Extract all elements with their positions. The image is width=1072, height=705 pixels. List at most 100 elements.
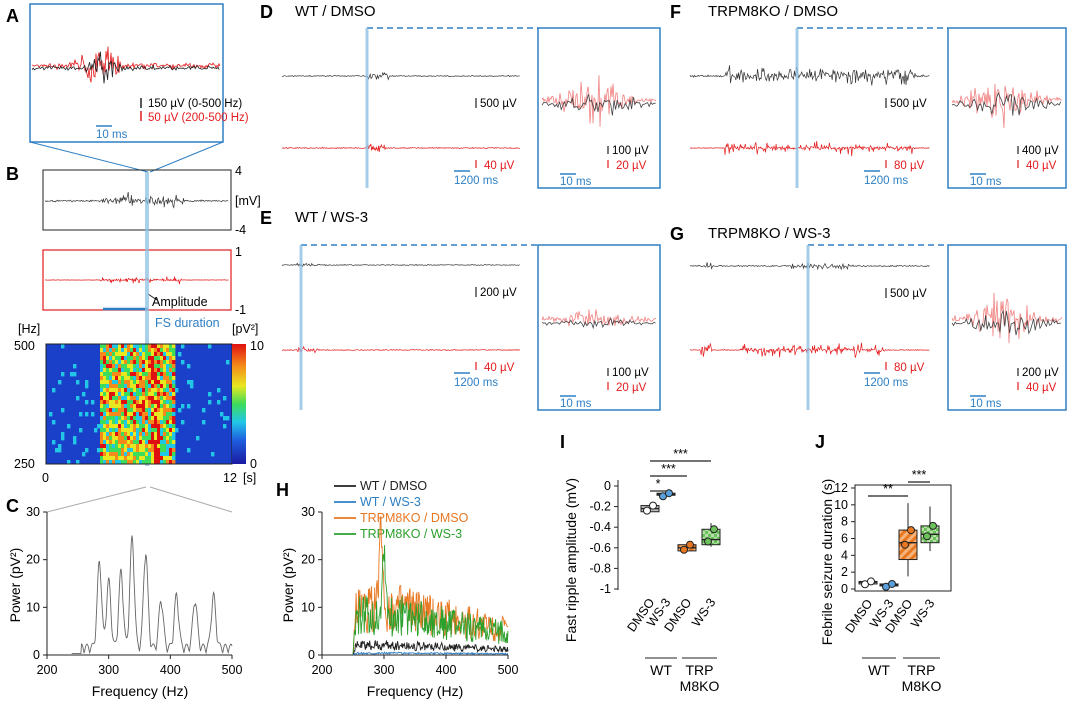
spectrogram: [Hz] 500 250 0 12 [s] [pV²] 10 0 [14, 322, 264, 513]
panel-c-spectrum-line [71, 535, 233, 655]
panel-a-scale-red: 50 µV (200-500 Hz) [148, 112, 249, 124]
spectrogram-cell [127, 444, 131, 449]
spectrogram-cell [172, 396, 176, 401]
spectrogram-cell [115, 380, 119, 385]
spectrogram-cell [67, 424, 71, 429]
spectrogram-cell [136, 372, 140, 377]
spectrogram-xtick-12: 12 [223, 471, 237, 485]
spectrogram-cell [136, 424, 140, 429]
spectrogram-cell [169, 436, 173, 441]
spectrogram-cell [112, 408, 116, 413]
spectrogram-cell [118, 404, 122, 409]
spectrogram-cell [112, 404, 116, 409]
panelI-sig-label: *** [661, 462, 676, 476]
spectrogram-cell [121, 404, 125, 409]
spectrogram-cell [130, 452, 134, 457]
spectrogram-cell [145, 368, 149, 373]
spectrogram-cell [157, 360, 161, 365]
spectrogram-cell [166, 424, 170, 429]
panelG-title: TRPM8KO / WS-3 [708, 225, 831, 242]
spectrogram-cell [109, 424, 113, 429]
panelD-title: WT / DMSO [295, 3, 376, 20]
spectrogram-cell [103, 440, 107, 445]
trace-panels: D WT / DMSO 500 µV 40 µV 1200 ms 100 µV 20 µV 1… [260, 2, 1067, 411]
spectrogram-cell [133, 348, 137, 353]
spectrogram-cell [106, 428, 110, 433]
spectrogram-cell [121, 408, 125, 413]
spectrogram-cell [106, 380, 110, 385]
spectrogram-cell [118, 412, 122, 417]
spectrogram-cell [157, 348, 161, 353]
panelI-point [665, 489, 673, 498]
spectrogram-cell [106, 436, 110, 441]
spectrogram-cell [139, 392, 143, 397]
panel-b-tick-bottom: -4 [235, 223, 246, 237]
spectrogram-cell [169, 368, 173, 373]
spectrogram-cell [169, 428, 173, 433]
panelJ-group-wt: WT [868, 662, 890, 678]
spectrogram-cell [163, 364, 167, 369]
spectrogram-cell [160, 368, 164, 373]
spectrogram-cell [151, 408, 155, 413]
spectrogram-cell [148, 460, 152, 465]
spectrogram-cell [109, 428, 113, 433]
spectrogram-cell [139, 396, 143, 401]
panelJ-ytick: 12 [834, 481, 848, 495]
spectrogram-cell [115, 360, 119, 365]
spectrogram-cell [163, 456, 167, 461]
spectrogram-cell [154, 364, 158, 369]
spectrogram-cell [139, 376, 143, 381]
panel-j-label: J [815, 432, 825, 452]
spectrogram-cell [136, 392, 140, 397]
spectrogram-cell [100, 428, 104, 433]
spectrogram-cell [103, 444, 107, 449]
spectrogram-cell [124, 344, 128, 349]
spectrogram-cell [157, 456, 161, 461]
spectrogram-cell [106, 452, 110, 457]
spectrogram-cell [151, 380, 155, 385]
spectrogram-cell [103, 372, 107, 377]
spectrogram-cell [118, 428, 122, 433]
spectrogram-cell [157, 376, 161, 381]
spectrogram-cell [124, 436, 128, 441]
spectrogram-cell [121, 440, 125, 445]
spectrogram-cell [148, 364, 152, 369]
spectrogram-cell [124, 440, 128, 445]
spectrogram-cell [109, 396, 113, 401]
spectrogram-cell [163, 368, 167, 373]
spectrogram-cell [163, 444, 167, 449]
panelF-title: TRPM8KO / DMSO [708, 3, 838, 20]
spectrogram-cell [97, 424, 101, 429]
spectrogram-cell [133, 392, 137, 397]
spectrogram-cell [136, 400, 140, 405]
spectrogram-cell [157, 356, 161, 361]
spectrogram-cell [157, 416, 161, 421]
spectrogram-cell [148, 452, 152, 457]
spectrogram-cell [112, 448, 116, 453]
spectrogram-cell [169, 412, 173, 417]
panelI-group-wt: WT [650, 662, 672, 678]
spectrogram-cell [118, 360, 122, 365]
spectrogram-cell [202, 420, 206, 425]
panelE-scale-red: 40 µV [484, 362, 515, 374]
spectrogram-cell [106, 420, 110, 425]
spectrogram-cell [169, 404, 173, 409]
spectrogram-cell [154, 376, 158, 381]
spectrogram-cell [109, 372, 113, 377]
spectrogram-cell [115, 444, 119, 449]
spectrogram-cell [166, 452, 170, 457]
spectrogram-cell [115, 392, 119, 397]
panelD-inset-red: 20 µV [616, 160, 647, 172]
spectrogram-xunit: [s] [243, 471, 256, 485]
spectrogram-cell [157, 344, 161, 349]
spectrogram-cell [142, 348, 146, 353]
spectrogram-cell [154, 368, 158, 373]
spectrogram-cell [136, 348, 140, 353]
panelJ-point [867, 577, 875, 586]
spectrogram-cell [181, 420, 185, 425]
spectrogram-cell [151, 384, 155, 389]
spectrogram-cell [142, 444, 146, 449]
spectrogram-cell [154, 352, 158, 357]
panel-h-series-0 [352, 640, 509, 656]
panelE-inset-v: 100 µV [612, 367, 649, 379]
